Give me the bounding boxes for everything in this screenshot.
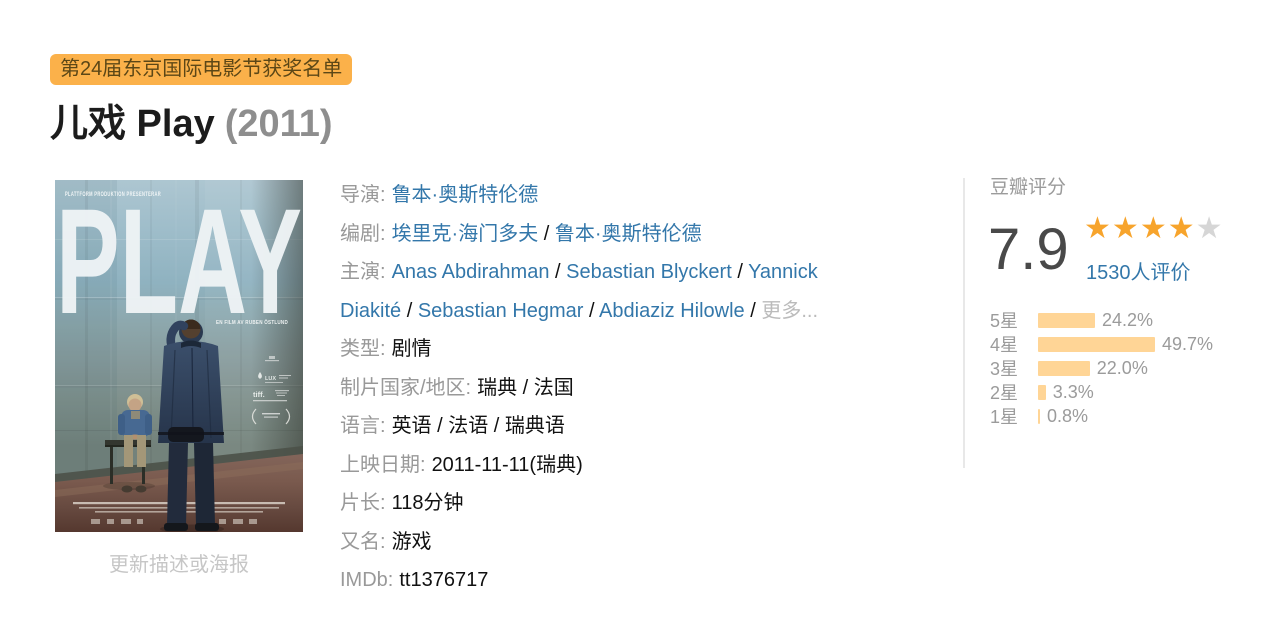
info-link[interactable]: Sebastian Hegmar bbox=[417, 299, 584, 322]
poster-standing-boy bbox=[158, 319, 224, 532]
info-value: / bbox=[538, 222, 555, 245]
distribution-bar bbox=[1038, 312, 1095, 328]
info-value: / bbox=[549, 261, 567, 283]
info-value: tt1376717 bbox=[399, 569, 489, 591]
distribution-label: 2星 bbox=[990, 383, 1019, 403]
distribution-label: 1星 bbox=[990, 407, 1019, 427]
distribution-row: 4星 49.7% bbox=[990, 332, 1260, 356]
distribution-percent: 22.0% bbox=[1096, 357, 1148, 378]
info-link[interactable]: 埃里克·海门多夫 bbox=[391, 222, 539, 245]
distribution-label: 4星 bbox=[990, 335, 1019, 355]
distribution-label: 5星 bbox=[990, 311, 1019, 331]
update-poster-link[interactable]: 更新描述或海报 bbox=[109, 554, 249, 576]
distribution-row: 3星 22.0% bbox=[990, 356, 1260, 380]
info-label: 编剧: bbox=[340, 222, 386, 245]
info-label: IMDb: bbox=[340, 569, 394, 591]
distribution-row: 5星 24.2% bbox=[990, 308, 1260, 332]
info-link[interactable]: 鲁本·奥斯特伦德 bbox=[554, 222, 702, 245]
info-row: 又名: 游戏 bbox=[340, 523, 820, 562]
info-label: 片长: bbox=[340, 492, 386, 514]
info-label: 主演: bbox=[340, 261, 386, 283]
star-empty-icon: ★ bbox=[1195, 212, 1224, 245]
info-row: 主演: Anas Abdirahman / Sebastian Blyckert … bbox=[340, 253, 820, 330]
info-row: 片长: 118分钟 bbox=[340, 484, 820, 523]
distribution-bar bbox=[1038, 384, 1046, 400]
distribution-row: 1星 0.8% bbox=[990, 404, 1260, 428]
poster-column: PLATTFORM PRODUKTION PRESENTERAR PLAY EN… bbox=[55, 180, 303, 577]
info-value: / bbox=[401, 299, 418, 322]
info-label: 类型: bbox=[340, 338, 386, 360]
page-title: 儿戏 Play (2011) bbox=[50, 92, 332, 147]
info-row: IMDb: tt1376717 bbox=[340, 561, 820, 600]
info-link[interactable]: Abdiaziz Hilowle bbox=[599, 299, 745, 322]
info-link[interactable]: Yannick Diakité bbox=[340, 261, 818, 322]
movie-title: 儿戏 Play bbox=[50, 103, 215, 145]
rating-header: 豆瓣评分 bbox=[990, 177, 1067, 198]
lux-logo-text: LUX bbox=[265, 376, 276, 382]
distribution-percent: 0.8% bbox=[1047, 405, 1089, 426]
star-filled-icon: ★ bbox=[1111, 212, 1140, 245]
poster-production-text: PLATTFORM PRODUKTION PRESENTERAR bbox=[65, 192, 161, 198]
votes-count-link[interactable]: 1530人评价 bbox=[1086, 262, 1191, 284]
info-label: 导演: bbox=[340, 184, 386, 206]
distribution-bar bbox=[1038, 408, 1040, 424]
info-value: 2011-11-11(瑞典) bbox=[431, 453, 583, 476]
info-value: / bbox=[744, 299, 762, 322]
distribution-percent: 3.3% bbox=[1052, 381, 1094, 402]
distribution-row: 2星 3.3% bbox=[990, 380, 1260, 404]
more-link[interactable]: 更多... bbox=[761, 299, 819, 322]
distribution-percent: 49.7% bbox=[1161, 333, 1214, 354]
star-filled-icon: ★ bbox=[1139, 212, 1168, 245]
info-link[interactable]: Sebastian Blyckert bbox=[566, 261, 732, 283]
info-row: 编剧: 埃里克·海门多夫 / 鲁本·奥斯特伦德 bbox=[340, 215, 820, 254]
info-label: 制片国家/地区: bbox=[340, 376, 472, 399]
info-value: 游戏 bbox=[391, 530, 432, 553]
info-value: / bbox=[731, 261, 749, 283]
poster-title-text: PLAY bbox=[56, 180, 302, 345]
poster-sitting-boy bbox=[103, 394, 155, 493]
info-row: 类型: 剧情 bbox=[340, 330, 820, 369]
douban-rating-panel: 豆瓣评分 7.9 ★★★★★ 1530人评价 5星 24.2% 4星 49.7% 3星 2… bbox=[988, 172, 1268, 442]
poster-filmby-text: EN FILM AV RUBEN ÖSTLUND bbox=[216, 319, 288, 326]
info-label: 又名: bbox=[340, 530, 386, 553]
movie-year: (2011) bbox=[224, 103, 333, 145]
info-row: 制片国家/地区: 瑞典 / 法国 bbox=[340, 369, 820, 408]
distribution-bar bbox=[1038, 336, 1155, 352]
distribution-percent: 24.2% bbox=[1101, 309, 1153, 330]
star-filled-icon: ★ bbox=[1084, 212, 1112, 245]
movie-info-list: 导演: 鲁本·奥斯特伦德 编剧: 埃里克·海门多夫 / 鲁本·奥斯特伦德 主演: Anas… bbox=[340, 176, 820, 600]
distribution-label: 3星 bbox=[990, 359, 1019, 379]
info-link[interactable]: 鲁本·奥斯特伦德 bbox=[391, 184, 539, 206]
rating-score: 7.9 bbox=[988, 217, 1069, 282]
info-value: 英语 / 法语 / 瑞典语 bbox=[391, 415, 565, 437]
info-value: / bbox=[583, 299, 600, 322]
distribution-bar bbox=[1038, 360, 1090, 376]
star-rating: ★★★★★ bbox=[1084, 214, 1224, 244]
rating-distribution: 5星 24.2% 4星 49.7% 3星 22.0% 2星 3.3% 1星 0.8% bbox=[990, 308, 1260, 428]
award-badge-link[interactable]: 第24届东京国际电影节获奖名单 bbox=[50, 54, 353, 85]
vertical-divider bbox=[963, 178, 965, 468]
tiff-logo-text: tiff. bbox=[253, 390, 265, 399]
info-value: 瑞典 / 法国 bbox=[477, 376, 574, 399]
movie-poster-image[interactable]: PLATTFORM PRODUKTION PRESENTERAR PLAY EN… bbox=[55, 180, 303, 532]
info-row: 语言: 英语 / 法语 / 瑞典语 bbox=[340, 407, 820, 446]
info-row: 导演: 鲁本·奥斯特伦德 bbox=[340, 176, 820, 215]
info-label: 语言: bbox=[340, 415, 386, 437]
info-value: 118分钟 bbox=[391, 492, 464, 514]
poster-festival-logos: LUX tiff. bbox=[251, 356, 291, 425]
info-link[interactable]: Anas Abdirahman bbox=[391, 261, 550, 283]
info-value: 剧情 bbox=[391, 338, 432, 360]
info-label: 上映日期: bbox=[340, 453, 426, 476]
star-filled-icon: ★ bbox=[1167, 212, 1196, 245]
info-row: 上映日期: 2011-11-11(瑞典) bbox=[340, 446, 820, 485]
